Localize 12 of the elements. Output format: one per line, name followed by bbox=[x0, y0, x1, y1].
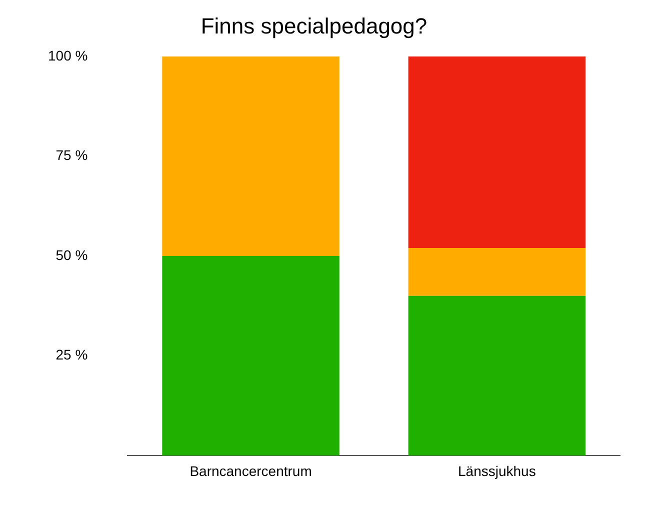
bar bbox=[408, 248, 586, 296]
x-tick-label: Länssjukhus bbox=[458, 462, 536, 479]
chart-title: Finns specialpedagog? bbox=[200, 13, 428, 38]
bar bbox=[408, 56, 586, 248]
bar bbox=[162, 56, 340, 256]
y-tick-label: 25 % bbox=[56, 346, 88, 363]
y-tick-label: 100 % bbox=[48, 47, 88, 64]
bar bbox=[408, 296, 586, 456]
y-tick-label: 75 % bbox=[56, 147, 88, 164]
bar bbox=[162, 256, 340, 456]
y-tick-label: 50 % bbox=[56, 246, 88, 263]
x-tick-label: Barncancercentrum bbox=[190, 462, 312, 479]
